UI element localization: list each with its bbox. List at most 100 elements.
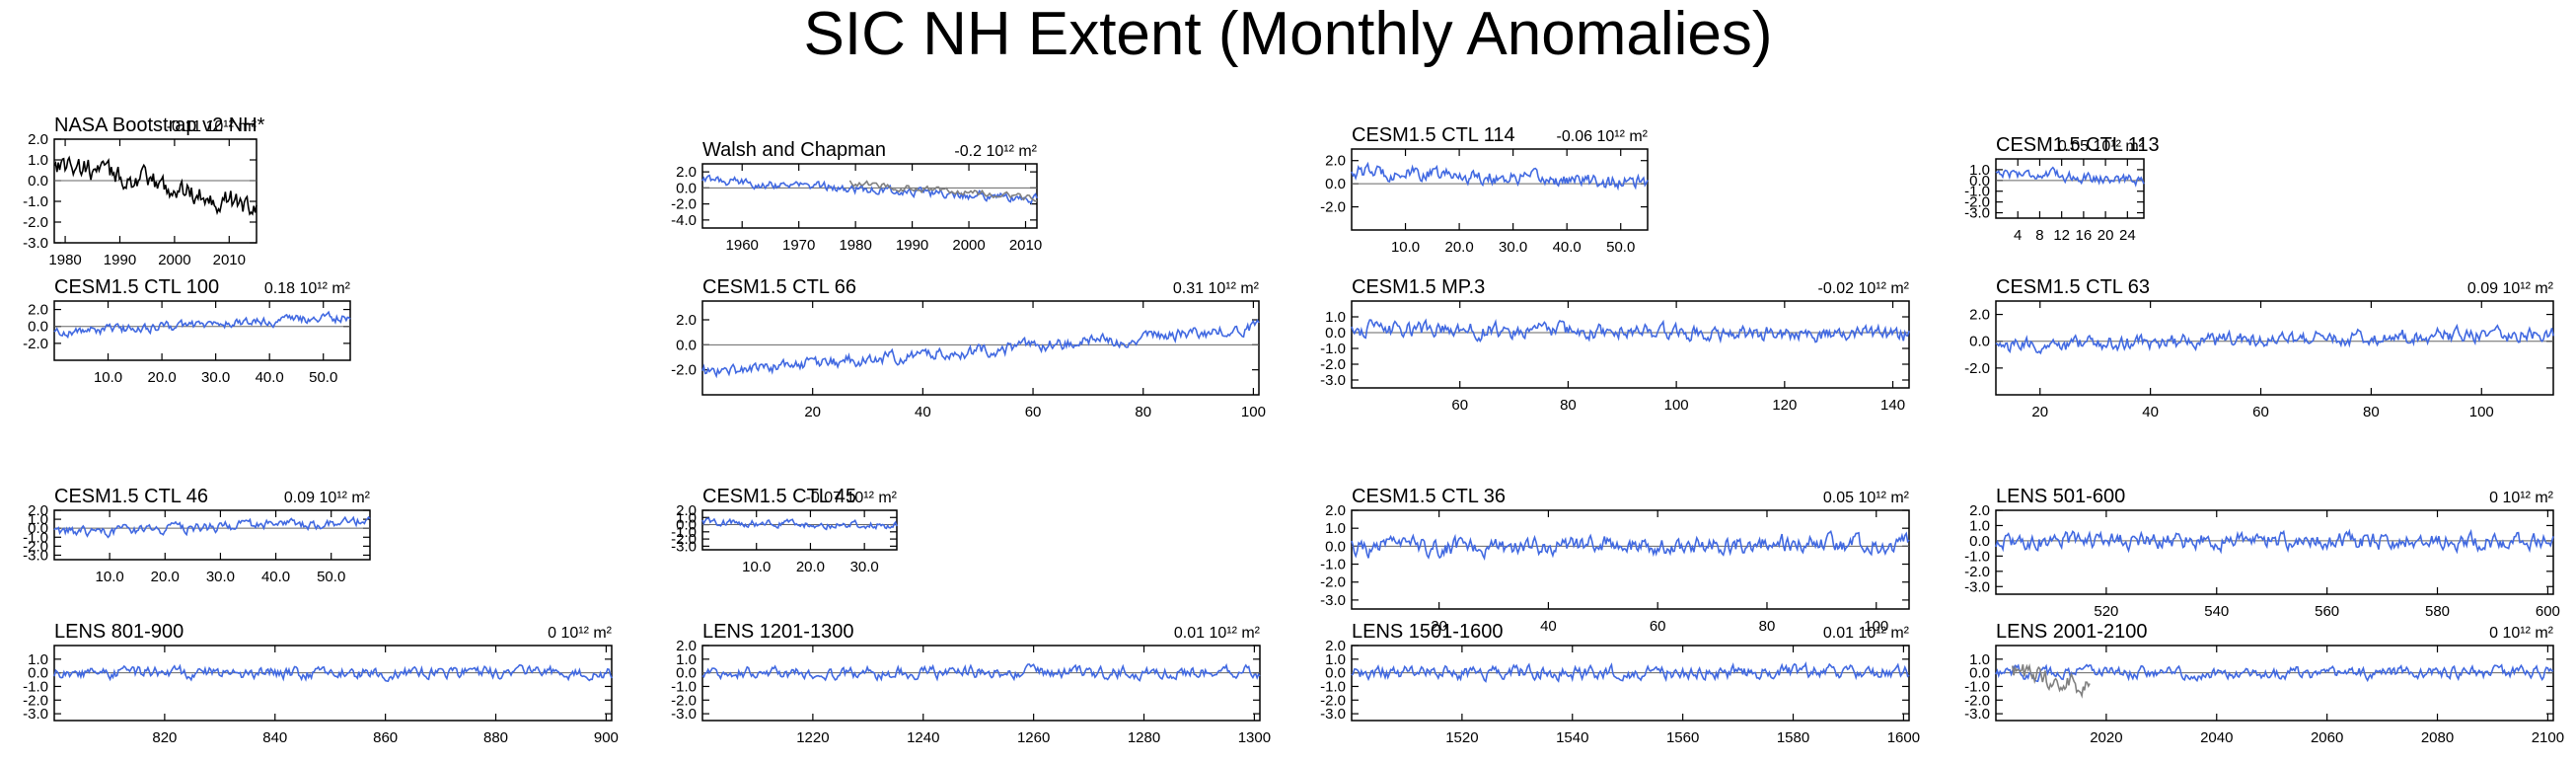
series-line	[1995, 663, 2554, 683]
y-tick-label: -2.0	[1964, 564, 1990, 580]
plot-frame	[1351, 148, 1649, 231]
y-tick-label: 1.0	[1325, 309, 1346, 326]
y-tick-label: 0.0	[676, 665, 697, 682]
x-tick-label: 1990	[896, 237, 928, 254]
y-tick-label: 0.0	[28, 173, 48, 190]
x-tick-label: 40.0	[1553, 239, 1582, 256]
page-title: SIC NH Extent (Monthly Anomalies)	[803, 0, 1773, 68]
x-tick-label: 2060	[2311, 729, 2343, 746]
x-tick-label: 100	[1241, 404, 1266, 420]
y-tick-label: -1.0	[1320, 557, 1346, 573]
y-tick-label: -2.0	[671, 196, 697, 213]
x-tick-label: 1260	[1017, 729, 1050, 746]
y-tick-label: -3.0	[23, 706, 48, 723]
x-tick-label: 60	[1650, 618, 1666, 635]
y-tick-label: 0.0	[1325, 665, 1346, 682]
y-tick-label: 0.0	[1325, 538, 1346, 555]
y-tick-label: 2.0	[28, 302, 48, 319]
plot-frame	[701, 509, 898, 551]
trend-label: 0.01 10¹² m²	[1174, 625, 1261, 642]
y-tick-label: -3.0	[671, 538, 697, 555]
y-tick-label: 0.0	[676, 517, 697, 534]
series-line	[1995, 528, 2554, 555]
x-tick-label: 820	[152, 729, 177, 746]
y-tick-label: 2.0	[676, 502, 697, 519]
x-tick-label: 2100	[2532, 729, 2564, 746]
x-tick-label: 1600	[1887, 729, 1920, 746]
x-tick-label: 4	[2014, 227, 2022, 244]
x-tick-label: 2020	[2090, 729, 2122, 746]
panel-title: CESM1.5 MP.3	[1352, 276, 1485, 298]
chart-panel: 2.01.00.0 -1.0-2.0-3.0 20 40 60 80 100 CESM1.5 …	[1320, 486, 1910, 635]
y-tick-label: 2.0	[1325, 638, 1346, 654]
plot-frame	[1351, 300, 1910, 389]
y-tick-label: 1.0	[676, 651, 697, 668]
y-tick-label: 2.0	[676, 164, 697, 181]
plot-frame	[1995, 158, 2145, 219]
y-tick-label: 2.0	[28, 131, 48, 148]
panel-title: LENS 2001-2100	[1996, 621, 2147, 643]
y-tick-label: 0.0	[1969, 334, 1990, 350]
x-tick-label: 1980	[48, 252, 81, 268]
y-tick-label: 2.0	[676, 312, 697, 329]
trend-label: 0.01 10¹² m²	[1823, 625, 1910, 642]
series-line	[1351, 529, 1910, 561]
y-tick-label: -1.0	[1320, 341, 1346, 357]
trend-label: -0.06 10¹² m²	[1557, 128, 1649, 145]
chart-panel: 2.01.00.0-1.0-2.0-3.0 10.0 20.0 30.0 CESM1.5…	[671, 486, 898, 575]
y-tick-label: 1.0	[1969, 162, 1990, 179]
y-tick-label: 2.0	[1969, 502, 1990, 519]
x-tick-label: 10.0	[742, 559, 771, 575]
trend-label: -0.2 10¹² m²	[954, 143, 1037, 160]
trend-label: 0.18 10¹² m²	[264, 280, 351, 297]
y-tick-label: 2.0	[676, 638, 697, 654]
x-tick-label: 1240	[907, 729, 939, 746]
y-tick-label: 0.0	[1969, 173, 1990, 190]
y-tick-label: -3.0	[1964, 578, 1990, 595]
x-tick-label: 50.0	[317, 569, 345, 585]
chart-panel: 2.01.00.0-1.0-2.0-3.0 1220 1240 1260 1280 130…	[671, 621, 1271, 746]
panel-title: CESM1.5 CTL 113	[1996, 134, 2160, 156]
x-tick-label: 30.0	[850, 559, 879, 575]
y-tick-label: -1.0	[671, 524, 697, 541]
y-tick-label: -1.0	[1964, 678, 1990, 695]
trend-label: 0.09 10¹² m²	[284, 490, 371, 506]
plot-frame	[701, 300, 1260, 396]
x-tick-label: 20.0	[147, 369, 176, 386]
x-tick-label: 1220	[796, 729, 829, 746]
series-line	[53, 515, 371, 539]
x-tick-label: 1540	[1556, 729, 1588, 746]
x-tick-label: 1970	[782, 237, 815, 254]
y-tick-label: 2.0	[1325, 153, 1346, 170]
x-tick-label: 540	[2204, 603, 2229, 620]
trend-label: 0.31 10¹² m²	[1173, 280, 1260, 297]
y-tick-label: 2.0	[28, 502, 48, 519]
y-tick-label: 1.0	[676, 509, 697, 526]
x-tick-label: 40.0	[261, 569, 290, 585]
y-tick-label: -3.0	[1964, 706, 1990, 723]
x-tick-label: 580	[2425, 603, 2450, 620]
panel-title: CESM1.5 CTL 45	[702, 486, 856, 507]
series-line	[701, 174, 1038, 205]
y-tick-label: -1.0	[23, 529, 48, 546]
x-tick-label: 40	[1540, 618, 1557, 635]
y-tick-label: -2.0	[23, 538, 48, 555]
chart-panel: 2.0 0.0 -2.0 20 40 60 80 100 CESM1.5 CTL 66 0.31 …	[671, 276, 1266, 420]
plot-frame	[53, 300, 351, 361]
y-tick-label: -3.0	[1964, 205, 1990, 222]
y-tick-label: -3.0	[1320, 706, 1346, 723]
panel-title: CESM1.5 CTL 36	[1352, 486, 1506, 507]
x-tick-label: 30.0	[206, 569, 235, 585]
trend-label: 0 10¹² m²	[2489, 490, 2554, 506]
y-tick-label: 1.0	[1969, 651, 1990, 668]
chart-panel: 2.0 0.0 -2.0 20 40 60 80 100 CESM1.5 CTL 63 0.09 …	[1964, 276, 2554, 420]
x-tick-label: 60	[2252, 404, 2269, 420]
y-tick-label: 0.0	[1325, 176, 1346, 192]
x-tick-label: 20	[2031, 404, 2048, 420]
series-line	[1995, 323, 2554, 355]
x-tick-label: 120	[1772, 397, 1797, 414]
y-tick-label: -2.0	[1964, 194, 1990, 211]
x-tick-label: 1300	[1238, 729, 1271, 746]
